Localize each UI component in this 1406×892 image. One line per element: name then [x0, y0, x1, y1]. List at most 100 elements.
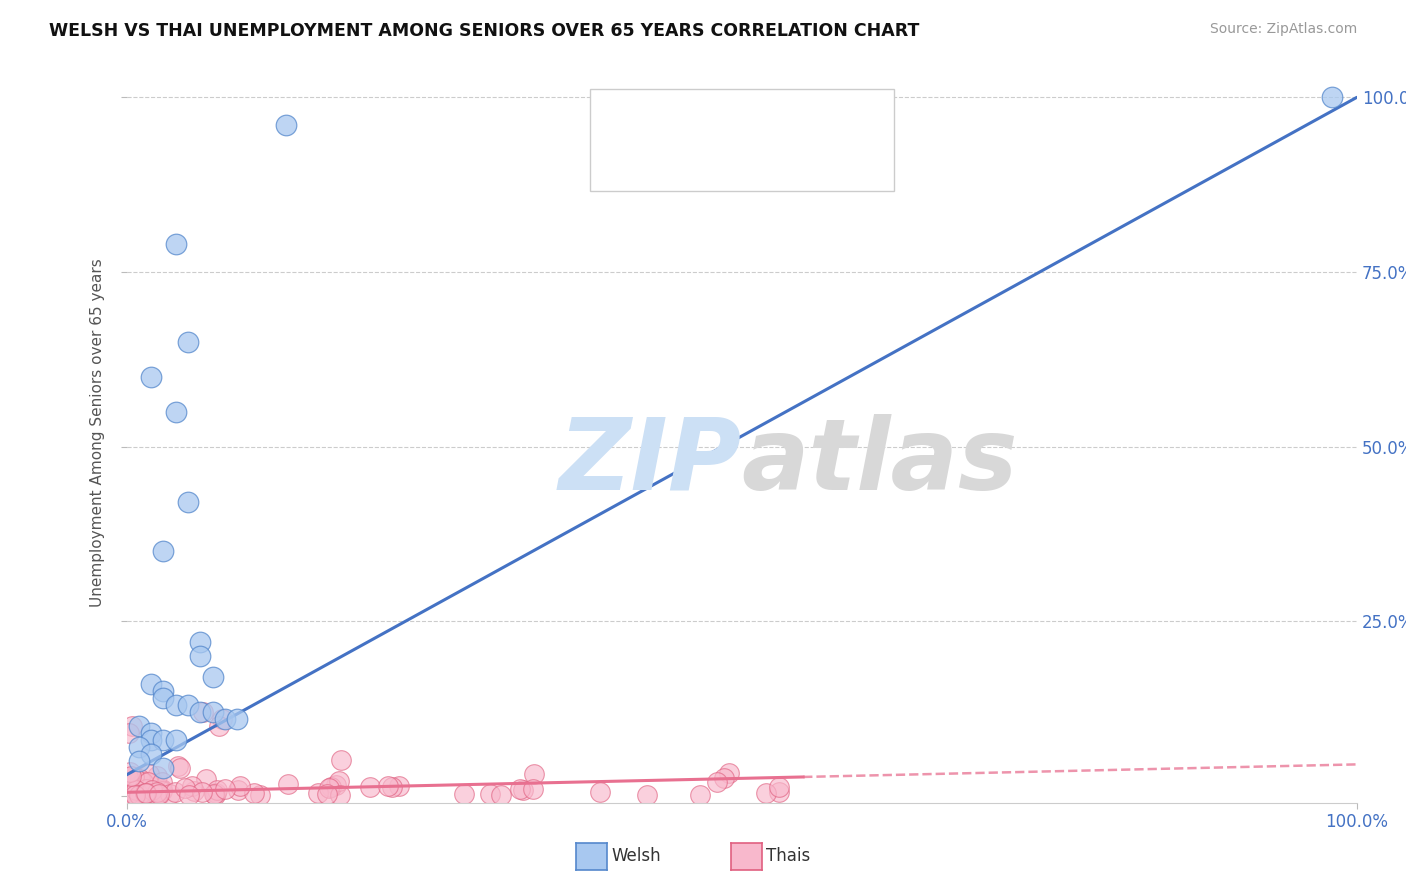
Point	[134, 786, 156, 800]
Point	[120, 769, 142, 783]
Point	[121, 788, 143, 802]
Point	[152, 544, 174, 558]
Point	[129, 777, 152, 791]
Point	[166, 759, 188, 773]
Point	[146, 769, 169, 783]
Point	[122, 777, 145, 791]
Point	[141, 369, 162, 384]
Point	[118, 787, 141, 801]
Point	[138, 783, 160, 797]
Point	[118, 764, 141, 779]
Point	[319, 780, 342, 795]
Point	[165, 405, 187, 419]
Point	[191, 705, 214, 719]
Point	[122, 784, 145, 798]
Point	[141, 733, 162, 747]
Point	[755, 786, 778, 800]
Point	[118, 726, 141, 740]
Point	[208, 719, 231, 733]
Point	[117, 770, 139, 784]
Text: ZIP: ZIP	[558, 414, 742, 511]
Point	[128, 739, 150, 754]
Point	[201, 705, 224, 719]
Text: atlas: atlas	[742, 414, 1018, 511]
Point	[689, 788, 711, 802]
Point	[152, 684, 174, 698]
Point	[148, 788, 170, 802]
Point	[127, 787, 149, 801]
Point	[177, 495, 200, 509]
Point	[204, 788, 226, 802]
Point	[142, 776, 165, 790]
Point	[183, 784, 205, 798]
Point	[214, 782, 236, 797]
Point	[138, 766, 160, 780]
Text: WELSH VS THAI UNEMPLOYMENT AMONG SENIORS OVER 65 YEARS CORRELATION CHART: WELSH VS THAI UNEMPLOYMENT AMONG SENIORS…	[49, 22, 920, 40]
Point	[134, 782, 156, 797]
Point	[325, 778, 347, 792]
Text: Thais: Thais	[766, 847, 810, 865]
Point	[129, 772, 152, 786]
Point	[205, 786, 228, 800]
Point	[328, 773, 350, 788]
Point	[717, 765, 740, 780]
Point	[128, 719, 150, 733]
Point	[207, 783, 229, 797]
Point	[165, 785, 187, 799]
Text: Source: ZipAtlas.com: Source: ZipAtlas.com	[1209, 22, 1357, 37]
Text: R = 0.623   N = 29: R = 0.623 N = 29	[652, 109, 823, 127]
Point	[141, 726, 162, 740]
Point	[135, 786, 157, 800]
Point	[121, 719, 143, 733]
Point	[509, 782, 531, 797]
Point	[330, 753, 353, 767]
Point	[381, 780, 404, 794]
Point	[512, 782, 534, 797]
Point	[159, 787, 181, 801]
Point	[132, 775, 155, 789]
Point	[636, 788, 658, 802]
Point	[141, 747, 162, 761]
Point	[588, 785, 610, 799]
Point	[489, 788, 512, 802]
Point	[121, 775, 143, 789]
Point	[150, 774, 173, 789]
Point	[188, 649, 211, 664]
Point	[188, 705, 211, 719]
Point	[128, 788, 150, 802]
Point	[315, 787, 337, 801]
Point	[148, 787, 170, 801]
Point	[1322, 90, 1344, 104]
Point	[145, 787, 167, 801]
Y-axis label: Unemployment Among Seniors over 65 years: Unemployment Among Seniors over 65 years	[90, 259, 105, 607]
Point	[195, 772, 218, 787]
Point	[128, 754, 150, 768]
Point	[180, 779, 202, 793]
Point	[388, 780, 411, 794]
Point	[768, 785, 790, 799]
Point	[138, 775, 160, 789]
Point	[214, 712, 236, 726]
Point	[169, 761, 191, 775]
Point	[522, 782, 544, 797]
Point	[124, 786, 146, 800]
Text: Welsh: Welsh	[612, 847, 661, 865]
Point	[150, 784, 173, 798]
Point	[165, 237, 187, 252]
Text: R = 0.329   N = 97: R = 0.329 N = 97	[652, 154, 823, 172]
Point	[229, 780, 252, 794]
Point	[706, 774, 728, 789]
Point	[318, 781, 340, 796]
Point	[141, 782, 163, 797]
Point	[249, 788, 271, 802]
Point	[124, 788, 146, 802]
Point	[165, 698, 187, 712]
Point	[479, 787, 502, 801]
Point	[165, 733, 187, 747]
Point	[145, 788, 167, 802]
Point	[174, 780, 197, 795]
Point	[177, 788, 200, 802]
Point	[359, 780, 381, 795]
Point	[131, 786, 153, 800]
Point	[152, 691, 174, 706]
